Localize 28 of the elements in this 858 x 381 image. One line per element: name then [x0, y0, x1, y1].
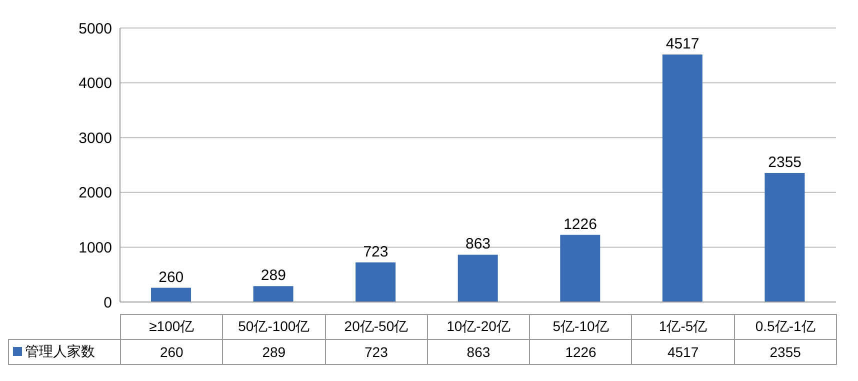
annotation: 863 [465, 236, 491, 253]
y-tick-label: 3000 [78, 130, 112, 147]
y-tick-label: 4000 [78, 75, 112, 92]
annotation: 2355 [768, 154, 802, 171]
data-label: 1226 [530, 340, 632, 364]
annotation: 723 [363, 243, 388, 260]
data-label: 4517 [632, 340, 734, 364]
y-tick-label: 5000 [78, 20, 112, 38]
x-tick-label: 20亿-50亿 [325, 314, 428, 340]
x-tick-label: 10亿-20亿 [427, 314, 530, 340]
annotation: 289 [260, 267, 286, 284]
data-label: 863 [427, 340, 530, 364]
data-label: 2355 [734, 340, 836, 364]
x-tick-label: ≥100亿 [120, 314, 223, 340]
x-tick-label: 1亿-5亿 [632, 314, 734, 340]
annotation: 1226 [564, 216, 597, 233]
x-tick-label: 0.5亿-1亿 [734, 314, 836, 340]
data-label: 723 [325, 340, 428, 364]
y-tick-label: 0 [104, 294, 112, 312]
x-tick-label: 5亿-10亿 [530, 314, 632, 340]
annotation: 260 [158, 268, 184, 286]
data-label: 260 [120, 340, 223, 364]
data-label: 289 [222, 340, 326, 364]
y-tick-label: 2000 [78, 184, 112, 202]
x-tick-label: 50亿-100亿 [222, 314, 326, 340]
annotation: 4517 [666, 35, 700, 52]
y-tick-label: 1000 [78, 240, 112, 257]
legend-label: 管理人家数 [25, 343, 95, 359]
